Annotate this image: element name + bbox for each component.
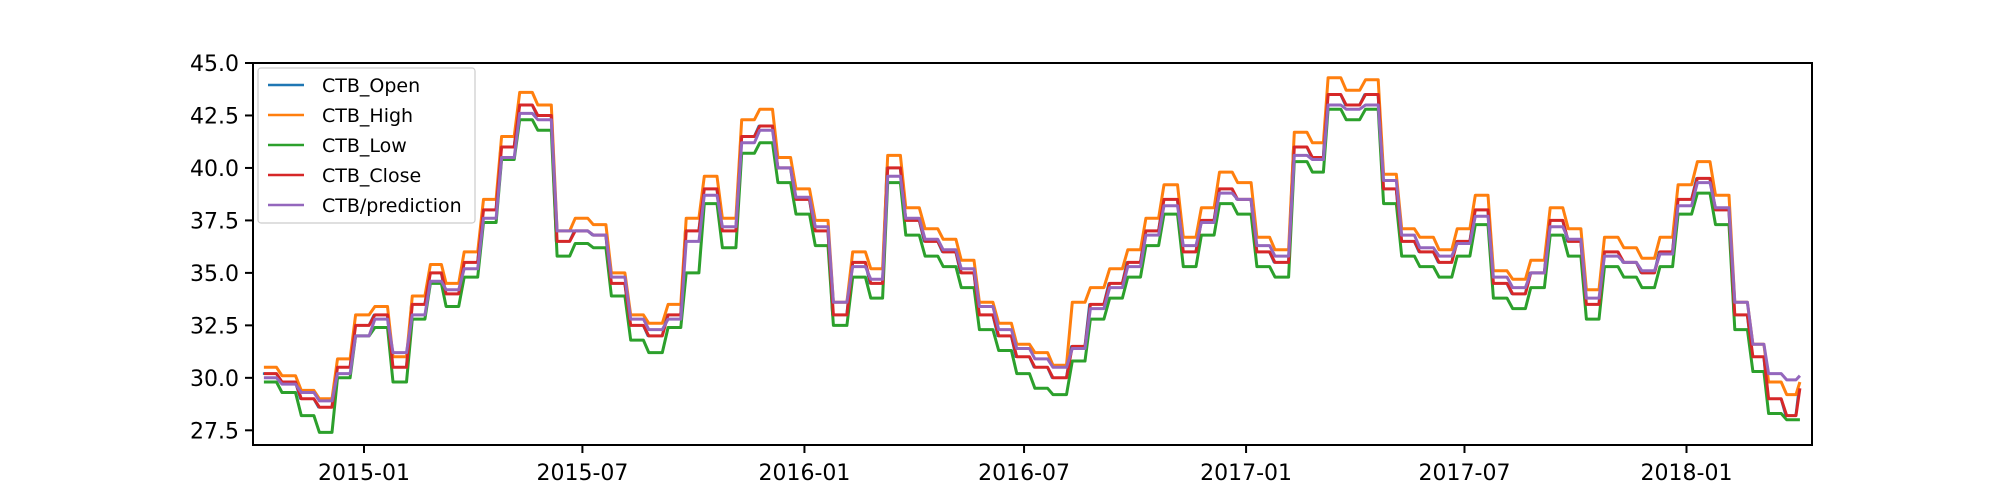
y-tick-label: 45.0 bbox=[190, 52, 239, 77]
y-axis: 27.5 30.0 32.5 35.0 37.5 40.0 42.5 45.0 bbox=[190, 52, 253, 444]
axes-frame bbox=[252, 62, 1813, 446]
legend-label-high: CTB_High bbox=[322, 105, 413, 127]
series-line-close bbox=[263, 93, 1802, 418]
legend-item-open: CTB_Open bbox=[268, 75, 420, 97]
y-tick-label: 27.5 bbox=[190, 419, 239, 444]
y-tick-label: 32.5 bbox=[190, 314, 239, 339]
legend-item-prediction: CTB/prediction bbox=[268, 195, 462, 217]
legend-label-open: CTB_Open bbox=[322, 75, 420, 97]
x-tick-label: 2018-01 bbox=[1641, 461, 1733, 486]
y-tick-label: 40.0 bbox=[190, 157, 239, 182]
x-tick-label: 2017-01 bbox=[1200, 461, 1292, 486]
legend-item-low: CTB_Low bbox=[268, 135, 407, 157]
series-line-low bbox=[263, 107, 1800, 434]
x-tick-label: 2016-01 bbox=[758, 461, 850, 486]
y-tick-label: 42.5 bbox=[190, 104, 239, 129]
series-line-prediction bbox=[263, 103, 1801, 403]
legend-item-high: CTB_High bbox=[268, 105, 413, 127]
legend-label-close: CTB_Close bbox=[322, 165, 421, 187]
x-axis: 2015-01 2015-07 2016-01 2016-07 2017-01 2017-… bbox=[318, 445, 1732, 486]
legend: CTB_Open CTB_High CTB_Low CTB_Close CTB/… bbox=[257, 67, 476, 224]
y-tick-label: 30.0 bbox=[190, 367, 239, 392]
series-layer bbox=[262, 76, 1802, 434]
x-tick-label: 2017-07 bbox=[1419, 461, 1511, 486]
x-tick-label: 2015-01 bbox=[318, 461, 410, 486]
x-tick-label: 2015-07 bbox=[536, 461, 628, 486]
x-tick-label: 2016-07 bbox=[978, 461, 1070, 486]
series-line-high bbox=[263, 76, 1802, 401]
legend-label-low: CTB_Low bbox=[322, 135, 407, 157]
y-tick-label: 37.5 bbox=[190, 209, 239, 234]
y-tick-label: 35.0 bbox=[190, 262, 239, 287]
legend-box bbox=[257, 67, 476, 224]
plot-area-border bbox=[252, 62, 1813, 446]
legend-item-close: CTB_Close bbox=[268, 165, 421, 187]
legend-label-prediction: CTB/prediction bbox=[322, 195, 462, 217]
